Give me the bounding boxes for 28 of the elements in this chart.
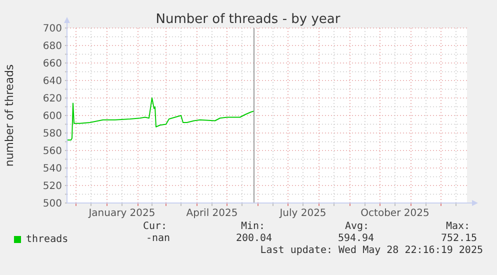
y-tick-label: 540 <box>42 164 62 174</box>
y-tick-label: 680 <box>42 41 62 52</box>
text: Cur: <box>142 221 168 232</box>
text: 594.94 <box>338 233 374 244</box>
y-tick-label: 580 <box>42 128 62 140</box>
text: 752.15 <box>440 233 478 244</box>
x-tick-label: July 2025 <box>278 208 326 219</box>
y-tick-label: 640 <box>42 76 62 87</box>
y-tick-label: 600 <box>42 111 62 122</box>
x-tick-label: April 2025 <box>186 208 238 219</box>
text: Last update: Wed May 28 22:16:19 2025 <box>260 245 483 256</box>
x-tick-label: January 2025 <box>88 208 156 219</box>
y-tick-label: 620 <box>42 94 62 104</box>
text: Min: <box>240 221 266 232</box>
text: Avg: <box>344 221 370 232</box>
x-tick-label: October 2025 <box>360 208 430 219</box>
y-tick-label: 500 <box>42 198 62 210</box>
y-tick-label: 560 <box>42 146 62 157</box>
y-axis-title: number of threads <box>3 64 16 167</box>
text: -nan <box>146 233 170 244</box>
legend-label: threads <box>26 234 68 245</box>
y-tick-label: 700 <box>42 24 62 34</box>
text: 200.04 <box>236 233 272 244</box>
line-series <box>66 98 254 140</box>
y-tick-label: 520 <box>42 181 62 192</box>
chart-title: Number of threads - by year <box>156 12 341 27</box>
y-tick-label: 660 <box>42 58 62 70</box>
text: Max: <box>446 221 470 232</box>
